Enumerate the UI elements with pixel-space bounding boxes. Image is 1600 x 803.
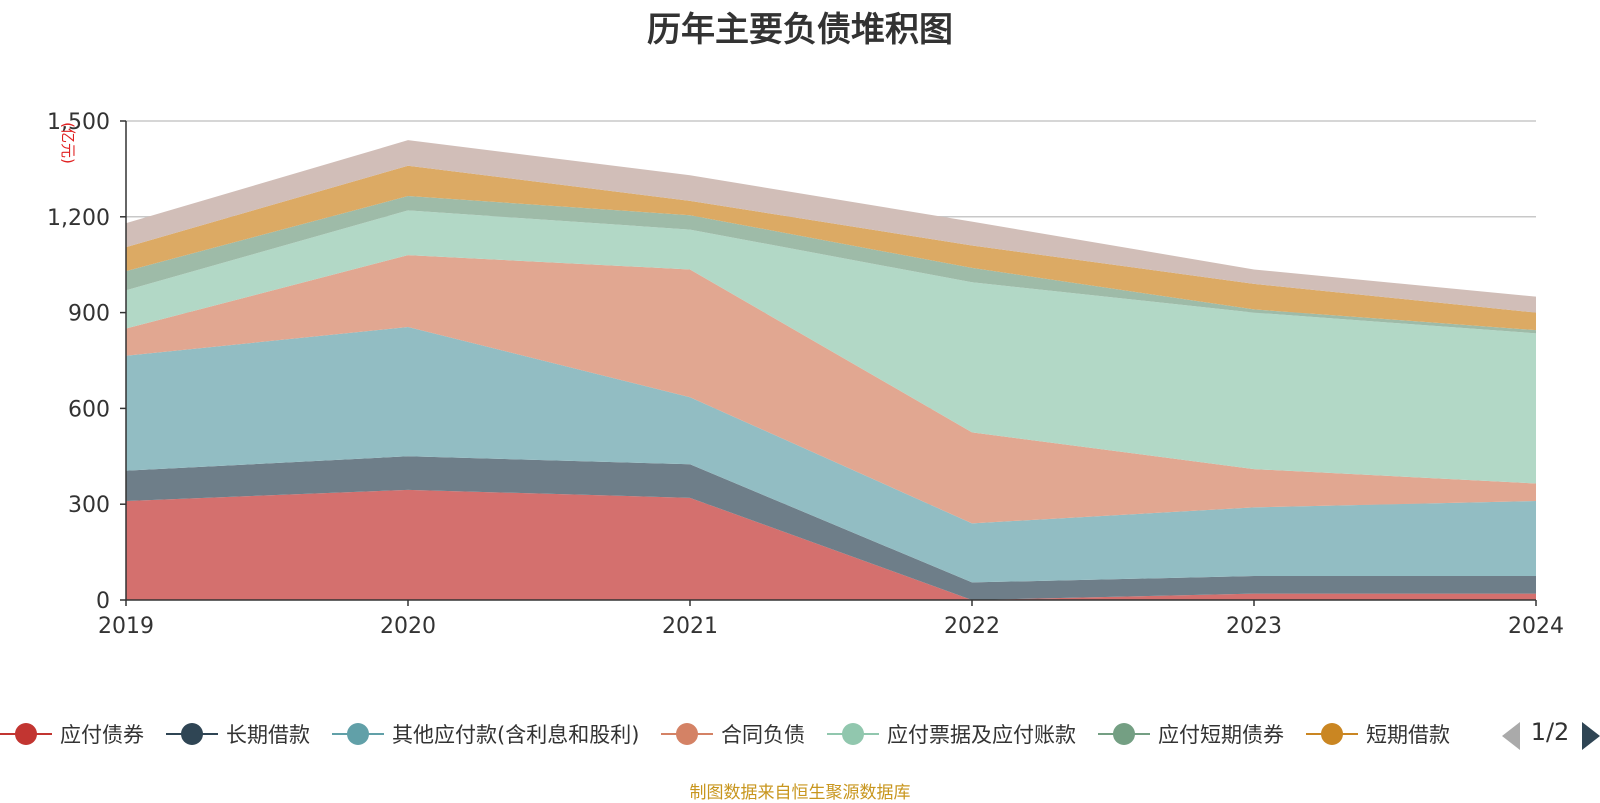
data-source-footer: 制图数据来自恒生聚源数据库 — [689, 783, 911, 803]
legend-swatch-0 — [0, 723, 52, 745]
chart-legend: 应付债券 长期借款 其他应付款(含利息和股利) 合同负债 应付票据及应付账款 应付短期债券… — [0, 712, 1490, 756]
x-tick-label-4: 2023 — [1226, 614, 1282, 639]
legend-label-5: 应付短期债券 — [1158, 723, 1284, 747]
y-axis-unit-label: (亿元) — [59, 122, 77, 164]
y-tick-label-0: 0 — [96, 589, 110, 614]
legend-item-0[interactable]: 应付债券 — [0, 712, 144, 756]
legend-swatch-dot-4 — [842, 723, 864, 745]
legend-item-2[interactable]: 其他应付款(含利息和股利) — [332, 712, 639, 756]
legend-item-6[interactable]: 短期借款 — [1306, 712, 1450, 756]
area-series-4 — [126, 210, 1536, 484]
x-tick-label-3: 2022 — [944, 614, 1000, 639]
area-series-6 — [126, 165, 1536, 331]
legend-swatch-dot-1 — [181, 723, 203, 745]
legend-swatch-2 — [332, 723, 384, 745]
legend-pager: 1/2 — [1498, 716, 1600, 752]
area-series-1 — [126, 456, 1536, 600]
y-tick-label-4: 1,200 — [47, 206, 110, 231]
legend-label-6: 短期借款 — [1366, 723, 1450, 747]
legend-item-1[interactable]: 长期借款 — [166, 712, 310, 756]
area-series-7 — [126, 140, 1536, 313]
chart-title: 历年主要负债堆积图 — [647, 10, 953, 50]
y-tick-label-5: 1,500 — [47, 110, 110, 135]
x-tick-label-2: 2021 — [662, 614, 718, 639]
legend-label-3: 合同负债 — [721, 723, 805, 747]
area-series-2 — [126, 326, 1536, 583]
legend-swatch-5 — [1098, 723, 1150, 745]
legend-swatch-4 — [827, 723, 879, 745]
x-tick-label-5: 2024 — [1508, 614, 1564, 639]
legend-item-5[interactable]: 应付短期债券 — [1098, 712, 1284, 756]
legend-item-3[interactable]: 合同负债 — [661, 712, 805, 756]
legend-swatch-3 — [661, 723, 713, 745]
legend-prev-page-button[interactable] — [1502, 722, 1520, 750]
x-tick-label-1: 2020 — [380, 614, 436, 639]
legend-swatch-dot-2 — [347, 723, 369, 745]
chart-plot: 0 300 600 900 1,200 1,500 2019 2020 2021 2022 2023… — [47, 110, 1564, 639]
legend-page-indicator: 1/2 — [1530, 718, 1570, 746]
legend-swatch-6 — [1306, 723, 1358, 745]
legend-swatch-dot-5 — [1113, 723, 1135, 745]
y-tick-label-2: 600 — [68, 397, 110, 422]
area-series-0 — [126, 489, 1536, 600]
legend-swatch-dot-6 — [1321, 723, 1343, 745]
legend-item-4[interactable]: 应付票据及应付账款 — [827, 712, 1076, 756]
y-tick-label-3: 900 — [68, 302, 110, 327]
y-tick-label-1: 300 — [68, 493, 110, 518]
legend-swatch-dot-0 — [15, 723, 37, 745]
legend-swatch-1 — [166, 723, 218, 745]
legend-label-0: 应付债券 — [60, 723, 144, 747]
legend-swatch-dot-3 — [676, 723, 698, 745]
legend-label-2: 其他应付款(含利息和股利) — [392, 723, 640, 747]
legend-label-4: 应付票据及应付账款 — [887, 723, 1076, 747]
legend-label-1: 长期借款 — [226, 723, 310, 747]
x-tick-label-0: 2019 — [98, 614, 154, 639]
legend-next-page-button[interactable] — [1582, 722, 1600, 750]
area-series-3 — [126, 255, 1536, 524]
